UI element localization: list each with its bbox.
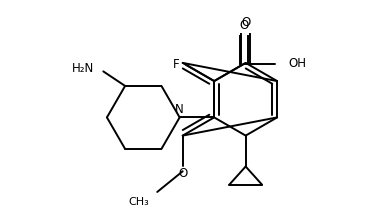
Text: CH₃: CH₃ [129,197,150,207]
Text: N: N [175,103,184,116]
Text: F: F [173,58,179,71]
Text: OH: OH [288,57,307,70]
Text: H₂N: H₂N [71,62,94,75]
Text: O: O [178,167,187,180]
Text: O: O [239,19,249,32]
Text: O: O [241,16,250,29]
